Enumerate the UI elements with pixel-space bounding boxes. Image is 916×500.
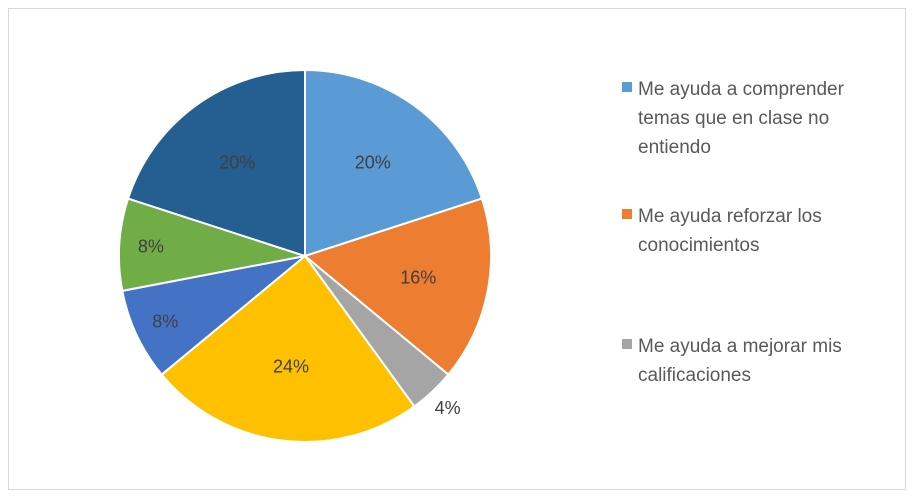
chart-area: 20% 16% 4% 24% 8% 8% 20% Me ayuda a comprender… [8,8,906,490]
slice-data-label: 8% [138,236,164,256]
slice-data-label: 8% [152,312,178,332]
slice-data-label: 24% [273,357,309,377]
legend-label: Me ayuda reforzar los conocimientos [638,202,900,260]
slice-data-label: 16% [400,268,436,288]
legend-swatch [622,82,632,92]
legend-label: Me ayuda a mejorar mis calificaciones [638,332,900,390]
slice-data-label: 20% [219,153,255,173]
pie-chart: 20% 16% 4% 24% 8% 8% 20% [9,9,609,489]
slice-data-label: 4% [435,398,461,418]
legend-label: Me ayuda a comprender temas que en clase… [638,75,900,162]
legend-swatch [622,339,632,349]
legend-swatch [622,209,632,219]
slice-data-label: 20% [355,153,391,173]
